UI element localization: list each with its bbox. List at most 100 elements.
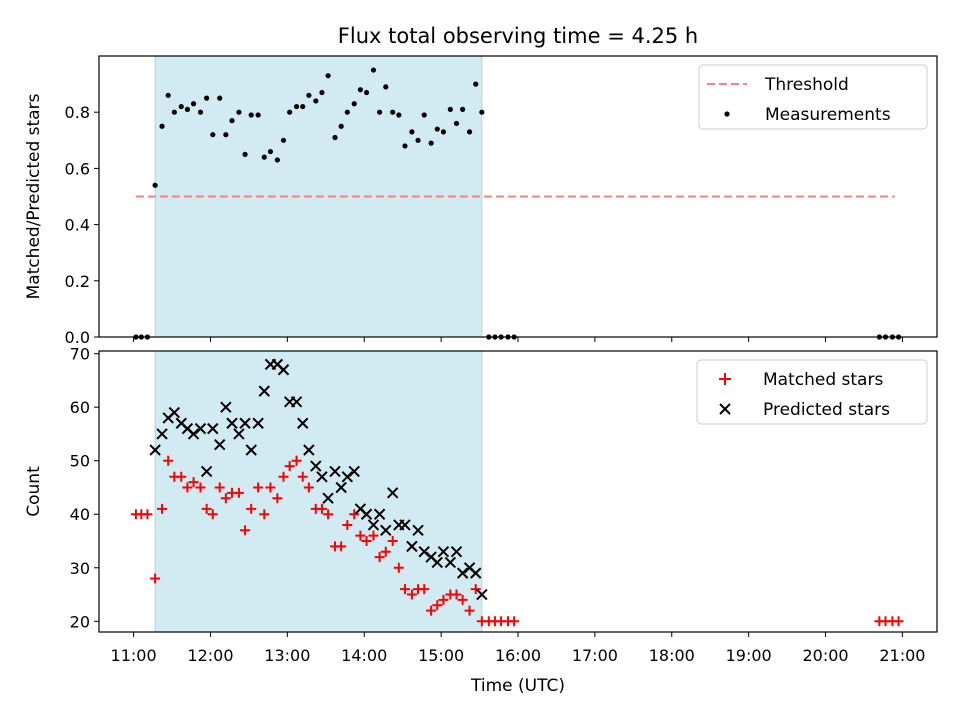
matched-star-point: [278, 471, 289, 482]
y-tick-label: 0.4: [65, 216, 90, 235]
measurement-point: [344, 109, 350, 115]
matched-star-point: [253, 482, 264, 493]
legend-matched-swatch: [719, 373, 731, 385]
figure-title: Flux total observing time = 4.25 h: [338, 24, 698, 48]
measurement-point: [466, 129, 473, 135]
y-axis-label: Matched/Predicted stars: [24, 93, 44, 299]
predicted-star-point: [187, 428, 200, 440]
predicted-star-point: [367, 519, 380, 531]
matched-star-point: [361, 536, 372, 547]
predicted-star-point: [348, 465, 360, 478]
matched-star-point: [303, 482, 314, 493]
measurement-point: [473, 81, 479, 87]
matched-star-point: [259, 509, 270, 520]
measurement-point: [300, 103, 306, 110]
matched-star-point: [509, 616, 520, 627]
matched-star-point: [406, 589, 417, 600]
series-matched-stars: [130, 455, 904, 627]
measurement-point: [178, 103, 184, 110]
matched-star-point: [284, 461, 295, 472]
legend: Threshold Measurements: [698, 64, 928, 130]
matched-star-point: [380, 546, 391, 557]
predicted-star-point: [476, 588, 488, 601]
predicted-star-point: [233, 428, 245, 440]
predicted-star-point: [207, 422, 219, 435]
measurement-point: [255, 112, 261, 118]
legend-label: Predicted stars: [763, 400, 890, 420]
measurement-point: [415, 137, 421, 143]
measurement-point: [479, 109, 485, 115]
matched-star-point: [163, 455, 174, 466]
measurement-point: [383, 84, 389, 90]
matched-star-point: [349, 509, 360, 520]
matched-star-point: [176, 471, 187, 482]
legend: Matched stars Predicted stars: [696, 359, 928, 425]
measurement-point: [428, 140, 434, 146]
matched-star-point: [272, 493, 283, 504]
measurement-point: [434, 126, 440, 132]
measurement-point: [248, 112, 254, 118]
matched-star-point: [457, 594, 468, 605]
matched-star-point: [464, 605, 475, 616]
predicted-star-point: [406, 540, 418, 553]
matched-star-point: [142, 509, 153, 520]
predicted-star-point: [220, 401, 232, 413]
matched-star-point: [265, 482, 276, 493]
predicted-star-point: [310, 460, 322, 472]
predicted-star-point: [456, 567, 469, 579]
matched-star-point: [426, 605, 437, 616]
predicted-star-point: [373, 508, 386, 520]
y-tick-label: 50: [70, 452, 90, 471]
x-tick-label: 16:00: [495, 646, 541, 665]
matched-star-point: [323, 509, 334, 520]
matched-star-point: [355, 530, 366, 541]
predicted-star-point: [252, 417, 264, 429]
predicted-star-point: [156, 428, 168, 440]
matched-star-point: [336, 541, 347, 552]
x-tick-label: 15:00: [418, 646, 464, 665]
measurement-point: [210, 132, 216, 138]
matched-star-point: [451, 589, 462, 600]
predicted-star-point: [277, 364, 290, 376]
measurement-point: [184, 106, 191, 112]
predicted-star-point: [437, 546, 450, 558]
legend-box: [698, 64, 928, 130]
measurement-point: [460, 106, 466, 112]
predicted-star-point: [341, 471, 354, 483]
y-tick-label: 70: [70, 345, 90, 364]
predicted-star-point: [149, 444, 161, 456]
measurement-point: [280, 137, 287, 143]
measurement-point: [351, 101, 357, 107]
measurement-point: [236, 109, 242, 115]
matched-star-point: [368, 530, 379, 541]
measurement-point: [338, 123, 344, 129]
matched-star-point: [399, 584, 410, 595]
predicted-star-point: [316, 471, 328, 483]
legend-predicted-swatch: [719, 403, 731, 415]
predicted-star-point: [412, 524, 424, 537]
count-panel: 20 30 40 50 60 70 Count 11:00 12:00 13:00 14:00 15:…: [24, 345, 938, 665]
predicted-star-point: [245, 444, 257, 456]
measurement-point: [396, 112, 402, 118]
measurement-point: [171, 109, 177, 115]
measurement-point: [261, 154, 267, 160]
measurement-point: [165, 92, 171, 98]
predicted-star-point: [450, 546, 463, 558]
measurement-point: [242, 151, 248, 157]
matched-star-point: [195, 482, 206, 493]
measurement-point: [217, 95, 223, 101]
measurement-point: [370, 67, 377, 73]
y-tick-label: 30: [70, 559, 90, 578]
legend-label: Threshold: [764, 75, 849, 95]
x-tick-label: 12:00: [187, 646, 233, 665]
measurement-point: [293, 103, 300, 110]
predicted-star-point: [226, 417, 238, 429]
predicted-star-point: [239, 417, 251, 429]
matched-star-point: [207, 509, 218, 520]
y-tick-label: 40: [70, 505, 90, 524]
measurement-point: [440, 129, 447, 135]
ratio-panel: 0.0 0.2 0.4 0.6 0.8 Matched/Predicted stars Th…: [24, 55, 938, 347]
measurement-point: [313, 98, 319, 104]
measurement-point: [274, 157, 280, 163]
series-predicted-stars: [149, 358, 488, 601]
